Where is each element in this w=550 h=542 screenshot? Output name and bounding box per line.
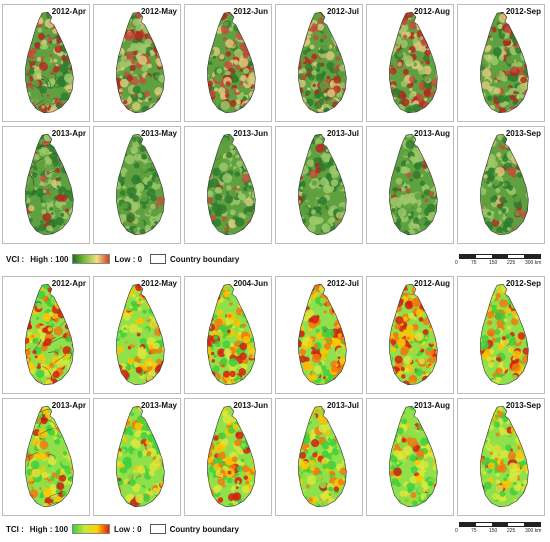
map-panel: 2012-Jul bbox=[275, 276, 363, 394]
panel-label: 2013-Jul bbox=[326, 401, 359, 410]
panel-label: 2013-Sep bbox=[505, 129, 541, 138]
sri-lanka-map bbox=[25, 133, 74, 236]
map-panel: 2004-Jun bbox=[184, 276, 272, 394]
panel-label: 2012-Sep bbox=[505, 279, 541, 288]
tci-legend: TCI : High : 100 Low : 0 Country boundar… bbox=[6, 524, 239, 534]
map-panel: 2012-Apr bbox=[2, 4, 90, 122]
sri-lanka-map bbox=[298, 11, 347, 114]
sri-lanka-map bbox=[207, 405, 256, 508]
panel-label: 2004-Jun bbox=[233, 279, 268, 288]
sri-lanka-map bbox=[480, 283, 529, 386]
vci-legend: VCI : High : 100 Low : 0 Country boundar… bbox=[6, 254, 239, 264]
map-panel: 2013-May bbox=[93, 126, 181, 244]
map-panel: 2013-Jun bbox=[184, 398, 272, 516]
sri-lanka-map bbox=[116, 283, 165, 386]
sri-lanka-map bbox=[25, 405, 74, 508]
panel-label: 2012-May bbox=[140, 279, 177, 288]
map-panel: 2012-Sep bbox=[457, 4, 545, 122]
map-panel: 2013-Jul bbox=[275, 398, 363, 516]
scale-tick: 0 bbox=[455, 528, 458, 534]
vci-color-ramp bbox=[72, 254, 111, 264]
sri-lanka-map bbox=[389, 133, 438, 236]
panel-label: 2013-Aug bbox=[413, 129, 450, 138]
scale-tick: 75 bbox=[471, 260, 477, 266]
sri-lanka-map bbox=[207, 133, 256, 236]
panel-label: 2013-Jul bbox=[326, 129, 359, 138]
boundary-swatch bbox=[149, 524, 166, 534]
legend-boundary-label: Country boundary bbox=[170, 254, 240, 264]
panel-label: 2012-Jul bbox=[326, 7, 359, 16]
legend-low-label: Low : 0 bbox=[114, 254, 143, 264]
scale-tick: 225 bbox=[507, 260, 516, 266]
sri-lanka-map bbox=[116, 11, 165, 114]
sri-lanka-map bbox=[207, 283, 256, 386]
panel-label: 2013-May bbox=[140, 401, 177, 410]
sri-lanka-map bbox=[480, 11, 529, 114]
map-panel: 2013-Aug bbox=[366, 126, 454, 244]
panel-label: 2012-Aug bbox=[413, 279, 450, 288]
sri-lanka-map bbox=[207, 11, 256, 114]
sri-lanka-map bbox=[298, 133, 347, 236]
sri-lanka-map bbox=[389, 11, 438, 114]
sri-lanka-map bbox=[298, 283, 347, 386]
map-panel: 2012-Sep bbox=[457, 276, 545, 394]
scale-tick: 150 bbox=[489, 528, 498, 534]
sri-lanka-map bbox=[116, 405, 165, 508]
legend-low-label: Low : 0 bbox=[114, 524, 142, 534]
tci-color-ramp bbox=[72, 524, 111, 534]
scale-tick: 300 km bbox=[525, 528, 542, 534]
map-panel: 2013-Sep bbox=[457, 398, 545, 516]
panel-label: 2012-Jul bbox=[326, 279, 359, 288]
map-panel: 2012-Aug bbox=[366, 276, 454, 394]
map-panel: 2013-Apr bbox=[2, 398, 90, 516]
panel-label: 2012-Apr bbox=[51, 279, 86, 288]
boundary-swatch bbox=[150, 254, 167, 264]
sri-lanka-map bbox=[25, 11, 74, 114]
sri-lanka-map bbox=[389, 405, 438, 508]
map-panel: 2013-Jun bbox=[184, 126, 272, 244]
panel-label: 2012-Aug bbox=[413, 7, 450, 16]
scale-tick: 300 km bbox=[525, 260, 542, 266]
map-panel: 2012-Jul bbox=[275, 4, 363, 122]
panel-label: 2012-May bbox=[140, 7, 177, 16]
sri-lanka-map bbox=[389, 283, 438, 386]
sri-lanka-map bbox=[25, 283, 74, 386]
sri-lanka-map bbox=[116, 133, 165, 236]
panel-label: 2013-Apr bbox=[51, 401, 86, 410]
panel-label: 2013-Sep bbox=[505, 401, 541, 410]
legend-index-label: TCI : bbox=[6, 524, 24, 534]
map-panel: 2013-Aug bbox=[366, 398, 454, 516]
panel-label: 2013-May bbox=[140, 129, 177, 138]
panel-label: 2012-Jun bbox=[233, 7, 268, 16]
scale-tick: 225 bbox=[507, 528, 516, 534]
sri-lanka-map bbox=[298, 405, 347, 508]
panel-label: 2013-Apr bbox=[51, 129, 86, 138]
panel-label: 2013-Aug bbox=[413, 401, 450, 410]
legend-high-label: High : 100 bbox=[29, 524, 69, 534]
scale-tick: 0 bbox=[455, 260, 458, 266]
map-panel: 2013-Sep bbox=[457, 126, 545, 244]
panel-label: 2013-Jun bbox=[233, 401, 268, 410]
panel-label: 2012-Apr bbox=[51, 7, 86, 16]
sri-lanka-map bbox=[480, 405, 529, 508]
sri-lanka-map bbox=[480, 133, 529, 236]
map-panel: 2013-Apr bbox=[2, 126, 90, 244]
scale-tick: 150 bbox=[489, 260, 498, 266]
map-panel: 2012-May bbox=[93, 276, 181, 394]
panel-label: 2012-Sep bbox=[505, 7, 541, 16]
legend-index-label: VCI : bbox=[6, 254, 25, 264]
legend-boundary-label: Country boundary bbox=[169, 524, 239, 534]
map-panel: 2013-May bbox=[93, 398, 181, 516]
map-panel: 2013-Jul bbox=[275, 126, 363, 244]
legend-high-label: High : 100 bbox=[30, 254, 69, 264]
map-panel: 2012-Jun bbox=[184, 4, 272, 122]
map-panel: 2012-Aug bbox=[366, 4, 454, 122]
map-panel: 2012-May bbox=[93, 4, 181, 122]
panel-label: 2013-Jun bbox=[233, 129, 268, 138]
map-panel: 2012-Apr bbox=[2, 276, 90, 394]
scale-tick: 75 bbox=[471, 528, 477, 534]
